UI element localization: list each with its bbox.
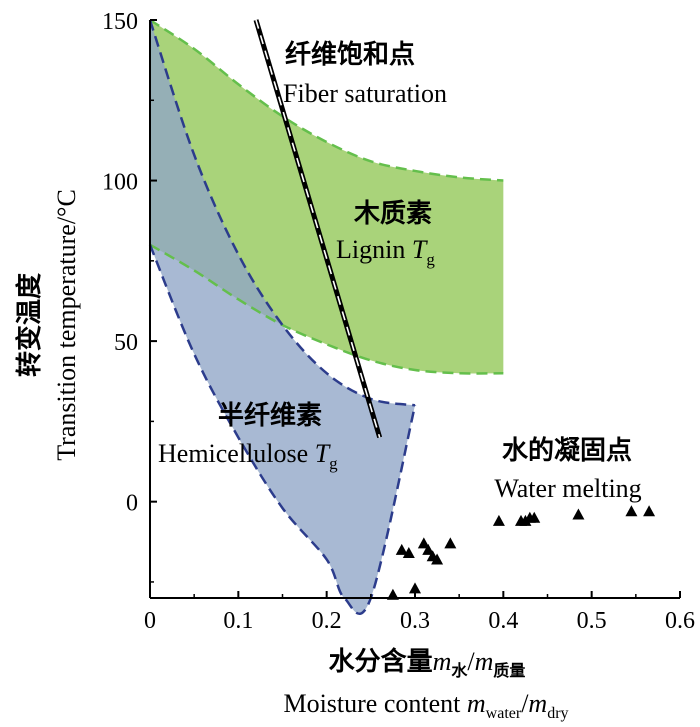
x-axis-label-en-m2: m (528, 689, 547, 718)
x-tick-label: 0.3 (400, 608, 430, 634)
y-tick-label: 0 (126, 491, 138, 517)
series-lignin-lower-boundary (149, 243, 504, 375)
y-axis-label-en: Transition temperature/°C (52, 189, 81, 461)
area-layer (150, 20, 504, 614)
fiber-saturation-line-dashes (255, 19, 381, 438)
water-melting-label-en: Water melting (494, 474, 641, 503)
water-melting-point-3 (409, 582, 421, 594)
y-tick-label: 100 (102, 170, 138, 196)
tick-layer: 0 0.1 0.2 0.3 0.4 0.5 0.6 0 50 100 150 (102, 9, 695, 634)
lignin-label-en: Lignin Tg (336, 235, 435, 269)
x-axis-label-en-sub2: dry (547, 705, 568, 722)
x-axis-label-en-slash: / (521, 689, 529, 718)
x-tick-label: 0.1 (223, 608, 253, 634)
x-axis-label-cn-sub2: 质量 (493, 661, 525, 680)
lignin-label-cn: 木质素 (353, 199, 432, 229)
hemicellulose-label-en: Hemicellulose Tg (158, 439, 338, 473)
x-tick-label: 0.2 (312, 608, 342, 634)
x-axis-label-cn-slash: / (467, 647, 475, 676)
hemicellulose-label-text: Hemicellulose (158, 439, 315, 468)
mark-layer (148, 18, 656, 615)
x-axis-label-cn-sub1: 水 (451, 661, 468, 680)
x-axis-label-en-sub1: water (486, 705, 522, 722)
hemicellulose-label-cn: 半纤维素 (218, 400, 322, 431)
water-melting-label-cn: 水的凝固点 (502, 435, 632, 466)
water-melting-point-13 (528, 511, 541, 523)
fiber-saturation-label-cn: 纤维饱和点 (285, 39, 415, 70)
x-axis-label-cn: 水分含量m水/m质量 (329, 646, 526, 680)
water-melting-point-8 (444, 537, 457, 549)
x-tick-label: 0.6 (665, 608, 695, 634)
water-melting-point-9 (492, 514, 505, 526)
x-axis-label-en-m1: m (467, 689, 486, 718)
hemicellulose-label-symbol: T (315, 439, 331, 468)
lignin-label-sub: g (426, 250, 435, 269)
water-melting-point-1 (395, 543, 408, 555)
x-axis-label-cn-symbol-2: m (475, 647, 494, 676)
fiber-saturation-label-en: Fiber saturation (283, 79, 447, 108)
water-melting-point-14 (572, 508, 585, 520)
series-hemicellulose-lower-boundary (148, 244, 417, 615)
water-melting-point-2 (402, 547, 415, 559)
x-tick-label: 0 (144, 608, 156, 634)
series-lignin-upper-boundary (149, 18, 504, 182)
y-tick-label: 50 (114, 330, 138, 356)
x-tick-label: 0.4 (488, 608, 518, 634)
x-axis-label-cn-text: 水分含量 (329, 646, 433, 677)
water-melting-point-16 (643, 505, 656, 517)
water-melting-point-5 (422, 543, 435, 555)
water-melting-point-15 (625, 505, 638, 517)
lignin-label-text: Lignin (336, 235, 412, 264)
water-melting-point-7 (431, 553, 444, 565)
x-axis-label-cn-symbol: m (433, 647, 452, 676)
lignin-label-symbol: T (412, 235, 428, 264)
hemicellulose-label-sub: g (329, 454, 338, 473)
x-axis-label-en: Moisture content mwater/mdry (283, 689, 568, 722)
series-hemicellulose-area (150, 20, 415, 614)
x-axis-label-en-text: Moisture content (283, 689, 466, 718)
y-axis-label-cn: 转变温度 (14, 273, 45, 377)
y-tick-label: 150 (102, 9, 138, 35)
water-melting-point-4 (417, 537, 430, 549)
x-tick-label: 0.5 (577, 608, 607, 634)
